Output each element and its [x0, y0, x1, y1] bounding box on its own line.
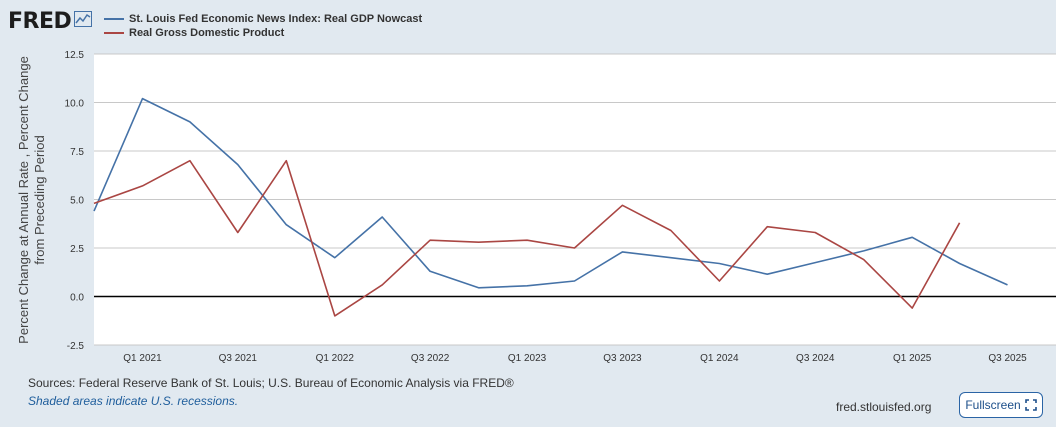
- x-tick-label: Q1 2022: [316, 353, 355, 364]
- grid: [94, 53, 1056, 346]
- series-line-nowcast: [93, 97, 1008, 289]
- y-tick-label: 12.5: [65, 50, 85, 61]
- sources-text: Sources: Federal Reserve Bank of St. Lou…: [28, 376, 514, 390]
- x-tick-label: Q3 2023: [603, 353, 642, 364]
- x-tick-label: Q1 2023: [508, 353, 547, 364]
- recession-note: Shaded areas indicate U.S. recessions.: [28, 394, 239, 408]
- x-tick-label: Q3 2022: [411, 353, 450, 364]
- y-tick-label: 5.0: [70, 196, 84, 207]
- x-tick-label: Q1 2021: [123, 353, 162, 364]
- legend-label-gdp: Real Gross Domestic Product: [129, 27, 285, 39]
- fred-logo[interactable]: FRED: [8, 9, 72, 34]
- y-tick-label: 0.0: [70, 293, 84, 304]
- y-tick-label: 2.5: [70, 244, 84, 255]
- y-tick-label: 7.5: [70, 147, 84, 158]
- x-tick-label: Q3 2025: [988, 353, 1027, 364]
- fullscreen-button[interactable]: Fullscreen: [959, 392, 1043, 418]
- fullscreen-label: Fullscreen: [965, 398, 1021, 412]
- legend-item-nowcast[interactable]: St. Louis Fed Economic News Index: Real …: [104, 12, 422, 26]
- legend-swatch-nowcast: [104, 18, 124, 20]
- chart[interactable]: 12.510.07.55.02.50.0-2.5 Q1 2021 Q3 2021 Q…: [0, 0, 1056, 370]
- series-line-gdp: [93, 159, 961, 317]
- legend-item-gdp[interactable]: Real Gross Domestic Product: [104, 26, 422, 40]
- x-tick-label: Q3 2024: [796, 353, 835, 364]
- x-tick-label: Q1 2024: [700, 353, 739, 364]
- line-chart-icon: [74, 11, 92, 27]
- y-tick-label: 10.0: [65, 99, 85, 110]
- y-axis-label: Percent Change at Annual Rate , Percent …: [16, 56, 47, 344]
- x-tick-label: Q1 2025: [893, 353, 932, 364]
- series-group: [93, 97, 1008, 317]
- expand-icon: [1024, 399, 1037, 411]
- legend-label-nowcast: St. Louis Fed Economic News Index: Real …: [129, 13, 423, 25]
- legend-swatch-gdp: [104, 32, 124, 34]
- y-axis-label-line1: Percent Change at Annual Rate , Percent …: [16, 56, 31, 344]
- site-link[interactable]: fred.stlouisfed.org: [836, 400, 932, 414]
- y-ticks: 12.5 10.0 7.5 5.0 2.5 0.0 -2.5: [65, 50, 85, 352]
- legend: St. Louis Fed Economic News Index: Real …: [104, 12, 422, 40]
- x-ticks: Q1 2021 Q3 2021 Q1 2022 Q3 2022 Q1 2023 Q3 20…: [123, 353, 1027, 364]
- y-tick-label: -2.5: [67, 341, 85, 352]
- x-tick-label: Q3 2021: [219, 353, 258, 364]
- y-axis-label-line2: from Preceding Period: [32, 135, 47, 264]
